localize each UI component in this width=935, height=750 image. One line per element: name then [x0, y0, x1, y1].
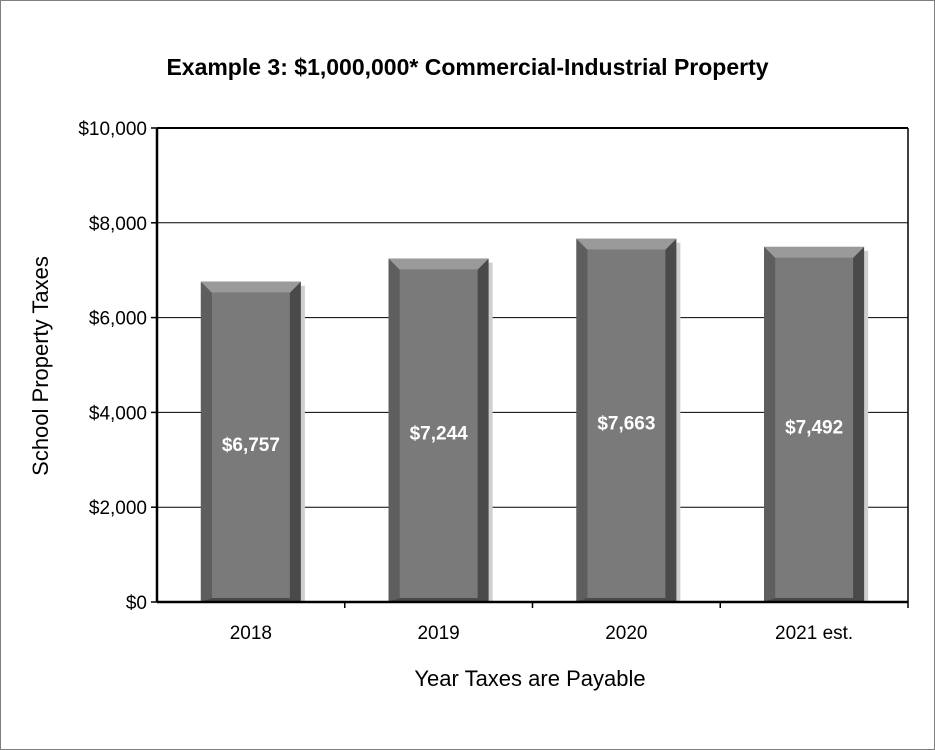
bar-top-bevel	[388, 258, 489, 270]
bar-left-bevel	[200, 281, 212, 602]
bar-left-bevel	[764, 246, 776, 602]
chart-title: Example 3: $1,000,000* Commercial-Indust…	[166, 54, 769, 80]
y-axis-label: School Property Taxes	[28, 256, 53, 476]
bars: $6,757 $7,244 $7,663 $7,492	[200, 238, 869, 602]
bar-value-label: $7,244	[410, 423, 469, 444]
bar-face	[587, 249, 666, 598]
bar-face	[775, 257, 854, 598]
y-tick-label: $6,000	[89, 309, 147, 330]
bar-top-bevel	[764, 246, 865, 258]
y-tick-label: $4,000	[89, 403, 147, 424]
y-tick-label: $10,000	[78, 119, 147, 140]
bar-top-bevel	[576, 238, 677, 250]
x-tick-label: 2021 est.	[775, 623, 853, 644]
bar-value-label: $7,492	[785, 417, 843, 438]
axes: $0 $2,000 $4,000 $6,000 $8,000 $10,000 2018 201…	[78, 119, 909, 644]
x-tick-label: 2018	[230, 623, 272, 644]
bar-top-bevel	[200, 281, 301, 293]
x-tick-label: 2020	[605, 623, 647, 644]
y-tick-label: $0	[126, 593, 147, 614]
bar-face	[399, 269, 478, 598]
y-tick-label: $2,000	[89, 498, 147, 519]
bar-left-bevel	[576, 238, 588, 602]
bar-face	[211, 292, 290, 598]
y-tick-label: $8,000	[89, 214, 147, 235]
bar-left-bevel	[388, 258, 400, 602]
bar-value-label: $6,757	[222, 435, 280, 456]
x-axis-label: Year Taxes are Payable	[414, 666, 645, 691]
bar-value-label: $7,663	[597, 413, 655, 434]
x-tick-label: 2019	[417, 623, 459, 644]
